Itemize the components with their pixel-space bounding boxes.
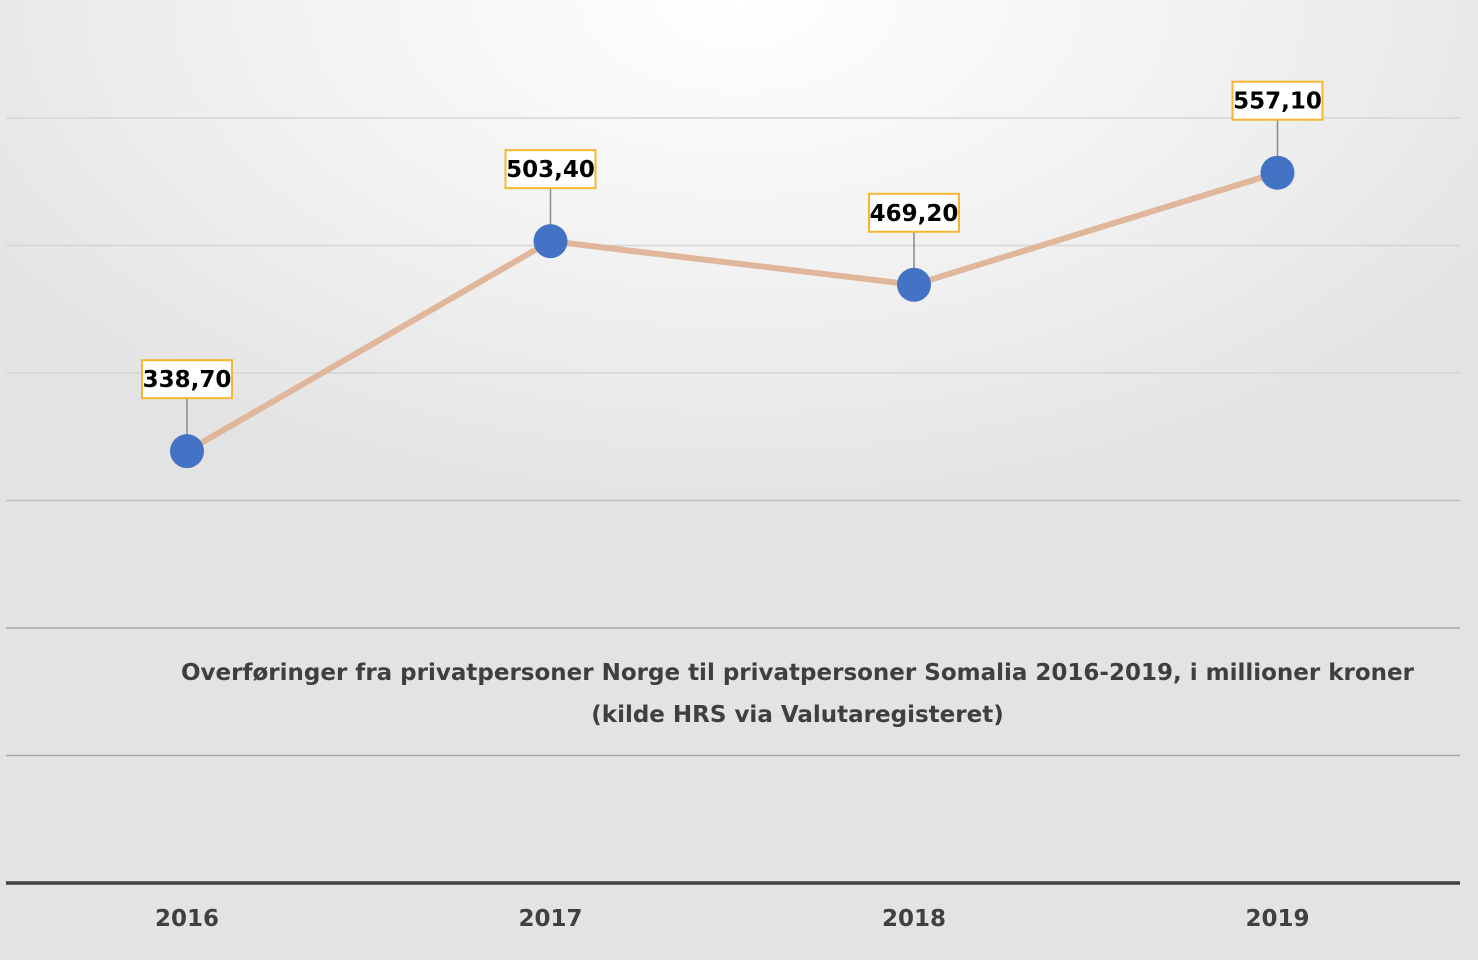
x-tick-label: 2016 — [155, 906, 219, 932]
data-label: 557,10 — [1233, 89, 1322, 115]
x-tick-label: 2018 — [882, 906, 946, 932]
x-tick-label: 2017 — [518, 906, 582, 932]
data-label: 338,70 — [143, 367, 232, 393]
data-label: 503,40 — [506, 157, 595, 183]
data-point — [170, 434, 204, 469]
data-label-box — [141, 359, 233, 400]
data-point — [1260, 155, 1295, 190]
chart-title-block: Overføringer fra privatpersoner Norge ti… — [150, 652, 1445, 736]
data-label-box — [1231, 80, 1324, 121]
x-axis: 2016 2017 2018 2019 — [6, 881, 1460, 932]
gridlines — [6, 117, 1460, 757]
series-line — [184, 169, 1281, 455]
leader-lines — [186, 119, 1279, 442]
data-markers — [170, 155, 1295, 469]
data-labels: 338,70 503,40 469,20 557,10 — [141, 80, 1324, 400]
data-point — [897, 267, 931, 302]
data-label: 469,20 — [870, 201, 959, 227]
series-line-layer — [184, 169, 1281, 455]
chart-subtitle: (kilde HRS via Valutaregisteret) — [591, 702, 1004, 728]
chart-title: Overføringer fra privatpersoner Norge ti… — [181, 660, 1414, 686]
x-tick-label: 2019 — [1245, 906, 1309, 932]
data-label-box — [868, 192, 960, 233]
data-label-box — [504, 149, 597, 190]
data-point — [533, 224, 568, 259]
